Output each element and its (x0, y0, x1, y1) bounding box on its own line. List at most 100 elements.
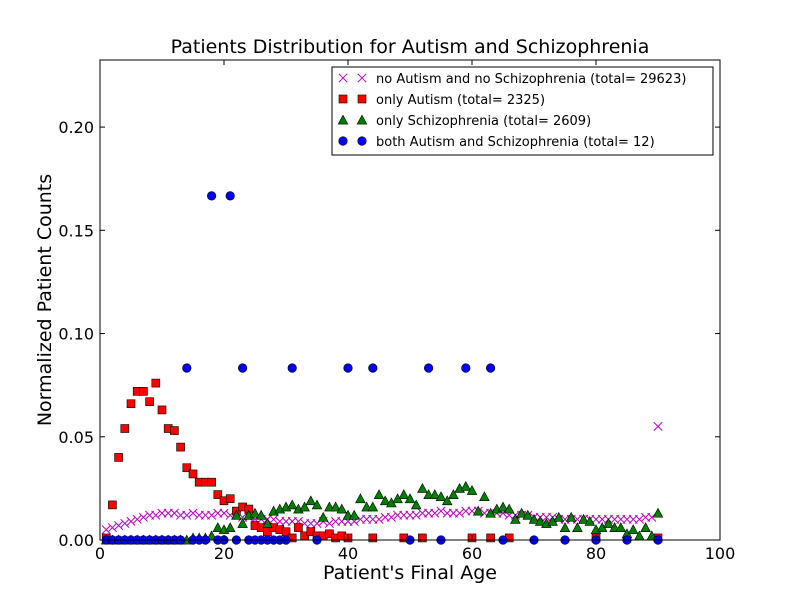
data-point-triangle (355, 493, 366, 504)
data-marks (100, 191, 664, 545)
y-tick-label: 0.00 (58, 531, 94, 550)
data-point-triangle (224, 522, 236, 532)
data-point-triangle (652, 507, 664, 518)
data-point-x (132, 514, 142, 524)
legend-marker-square (338, 94, 348, 104)
legend-box (331, 66, 714, 156)
x-axis-label: Patient's Final Age (323, 562, 497, 584)
series-triangle (100, 480, 664, 545)
data-point-x (151, 510, 161, 520)
x-tick-label: 100 (705, 544, 736, 563)
y-axis-label: Normalized Patient Counts (34, 174, 56, 426)
legend-marker-triangle (337, 114, 349, 125)
legend-marker-x (357, 73, 367, 83)
data-point-triangle (286, 499, 298, 510)
data-point-square (151, 378, 161, 388)
y-tick-label: 0.20 (58, 118, 94, 137)
data-point-circle (207, 191, 217, 201)
data-point-square (170, 426, 179, 435)
axis-ticks: 0 20 40 60 80 100 0.00 0.05 0.10 0.15 0.20 (58, 60, 735, 563)
data-point-x (114, 520, 124, 531)
data-point-triangle (435, 491, 447, 502)
legend-marker-triangle (356, 114, 368, 125)
data-point-triangle (305, 495, 317, 506)
data-point-x (207, 510, 217, 520)
data-point-square (120, 424, 130, 433)
x-tick-label: 80 (586, 544, 606, 563)
data-point-triangle (262, 518, 273, 528)
data-point-triangle (510, 513, 521, 524)
data-point-triangle (472, 505, 484, 516)
data-point-x (634, 514, 644, 524)
x-tick-label: 0 (95, 544, 105, 563)
data-point-triangle (417, 482, 428, 493)
series-square (101, 378, 663, 543)
data-point-triangle (584, 515, 596, 526)
x-tick-label: 60 (462, 544, 482, 563)
series-x (101, 421, 663, 535)
data-point-triangle (299, 501, 310, 512)
data-point-triangle (348, 509, 360, 520)
data-point-circle (424, 363, 434, 373)
data-point-x (126, 516, 136, 526)
legend-marker-circle (338, 136, 348, 146)
data-point-x (107, 523, 117, 533)
legend-label: both Autism and Schizophrenia (total= 12… (376, 135, 655, 150)
data-point-square (213, 490, 223, 499)
data-point-square (188, 469, 198, 479)
data-point-triangle (441, 495, 453, 506)
x-tick-label: 40 (338, 544, 358, 563)
data-point-triangle (503, 503, 515, 514)
data-point-triangle (311, 499, 323, 510)
data-point-triangle (379, 495, 391, 506)
x-tick-label: 20 (214, 544, 234, 563)
data-point-triangle (249, 507, 261, 518)
data-point-square (108, 500, 117, 510)
data-point-triangle (516, 507, 527, 518)
y-tick-label: 0.05 (58, 428, 94, 447)
data-point-triangle (553, 511, 565, 522)
data-point-square (486, 533, 495, 543)
series-circle (101, 191, 663, 545)
data-point-triangle (404, 493, 416, 504)
plot-frame (99, 59, 721, 541)
data-point-square (294, 523, 303, 532)
data-point-triangle (534, 515, 546, 526)
legend-entry: only Autism (total= 2325) (338, 93, 545, 108)
data-point-square (126, 399, 136, 409)
data-point-circle (343, 363, 353, 373)
chart-title: Patients Distribution for Autism and Sch… (171, 36, 650, 58)
legend-marker-x (338, 73, 348, 83)
data-point-triangle (559, 522, 571, 532)
legend-label: only Autism (total= 2325) (376, 93, 545, 108)
data-point-circle (368, 363, 378, 373)
data-point-x (269, 514, 279, 524)
data-point-triangle (410, 499, 422, 510)
data-point-triangle (367, 501, 379, 512)
data-point-x (169, 508, 179, 518)
data-point-x (430, 508, 440, 518)
data-point-triangle (448, 489, 459, 499)
data-point-square (139, 387, 148, 396)
y-tick-label: 0.10 (58, 325, 94, 344)
data-point-x (101, 525, 111, 535)
data-point-triangle (255, 509, 267, 520)
data-point-triangle (398, 489, 410, 499)
data-point-square (225, 494, 235, 504)
data-point-x (411, 510, 421, 520)
data-point-triangle (528, 513, 540, 524)
data-point-square (145, 397, 154, 406)
data-point-triangle (522, 509, 534, 520)
data-point-triangle (460, 480, 472, 491)
data-point-square (368, 533, 378, 543)
data-point-x (188, 508, 198, 518)
legend-marker-square (357, 94, 367, 104)
legend-label: no Autism and no Schizophrenia (total= 2… (376, 72, 686, 87)
legend-entry: no Autism and no Schizophrenia (total= 2… (338, 72, 686, 87)
data-point-triangle (330, 501, 341, 512)
data-point-square (157, 405, 167, 415)
legend-entry: only Schizophrenia (total= 2609) (337, 114, 591, 129)
data-point-x (138, 512, 148, 522)
data-point-x (386, 512, 396, 522)
